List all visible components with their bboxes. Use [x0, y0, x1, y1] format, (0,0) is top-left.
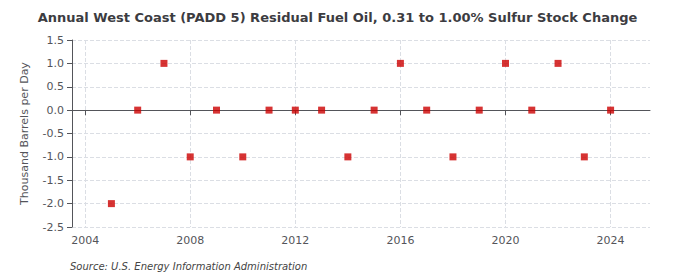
- svg-text:Annual West Coast (PADD 5) Res: Annual West Coast (PADD 5) Residual Fuel…: [38, 10, 638, 25]
- svg-text:Thousand Barrels per Day: Thousand Barrels per Day: [18, 62, 31, 206]
- svg-text:2024: 2024: [597, 234, 625, 247]
- svg-text:-0.5: -0.5: [43, 127, 64, 140]
- svg-text:2004: 2004: [71, 234, 99, 247]
- svg-text:0.5: 0.5: [47, 80, 65, 93]
- svg-text:-1.0: -1.0: [43, 150, 64, 163]
- svg-text:-2.5: -2.5: [43, 221, 64, 234]
- svg-text:0.0: 0.0: [47, 104, 65, 117]
- svg-text:-1.5: -1.5: [43, 174, 64, 187]
- svg-text:2008: 2008: [176, 234, 204, 247]
- svg-text:-2.0: -2.0: [43, 197, 64, 210]
- svg-text:1.0: 1.0: [47, 57, 65, 70]
- svg-text:2012: 2012: [281, 234, 309, 247]
- svg-text:1.5: 1.5: [47, 34, 65, 47]
- svg-text:Source: U.S. Energy Informatio: Source: U.S. Energy Information Administ…: [70, 261, 307, 272]
- svg-text:2016: 2016: [386, 234, 414, 247]
- svg-text:2020: 2020: [492, 234, 520, 247]
